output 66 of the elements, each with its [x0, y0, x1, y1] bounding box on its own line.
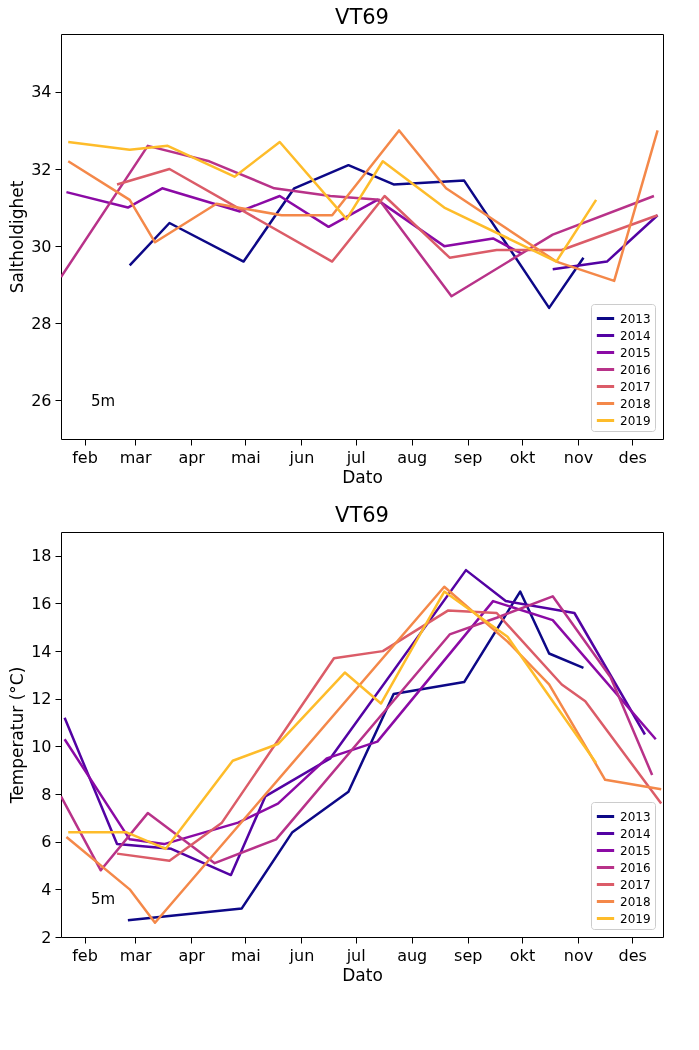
chart-title: VT69: [335, 503, 389, 527]
x-tick-label: mai: [230, 945, 261, 965]
legend-label: 2014: [620, 826, 651, 841]
y-tick-label: 30: [31, 236, 52, 256]
legend-label: 2013: [620, 311, 651, 326]
line-series: [128, 163, 585, 310]
line-series: [126, 590, 585, 922]
x-tick-label: aug: [397, 447, 428, 467]
x-tick-label: jul: [345, 447, 366, 467]
legend-label: 2018: [620, 894, 651, 909]
y-tick-label: 34: [31, 82, 52, 102]
x-tick-label: sep: [454, 945, 483, 965]
y-tick-label: 18: [31, 546, 52, 566]
legend-label: 2016: [620, 362, 651, 377]
y-tick-label: 12: [31, 689, 52, 709]
legend-label: 2018: [620, 396, 651, 411]
y-tick-label: 2: [41, 927, 52, 947]
x-tick-label: mar: [119, 945, 153, 965]
y-tick-label: 14: [31, 641, 52, 661]
y-tick-label: 8: [41, 784, 52, 804]
x-tick-label: jul: [345, 945, 366, 965]
y-axis-title: Temperatur (°C): [7, 666, 28, 805]
legend-label: 2016: [620, 860, 651, 875]
y-tick-label: 16: [31, 593, 52, 613]
x-tick-label: mai: [230, 447, 261, 467]
x-tick-label: jun: [288, 945, 315, 965]
line-series: [66, 129, 659, 283]
legend-label: 2015: [620, 345, 651, 360]
x-tick-label: jun: [288, 447, 315, 467]
line-series: [61, 144, 656, 298]
legend-label: 2015: [620, 843, 651, 858]
line-series: [66, 140, 598, 263]
x-tick-label: aug: [397, 945, 428, 965]
y-axis-title: Saltholdighet: [7, 180, 28, 294]
legend-label: 2017: [620, 877, 651, 892]
y-tick-label: 6: [41, 832, 52, 852]
legend-label: 2013: [620, 809, 651, 824]
annotation: 5m: [91, 392, 116, 410]
x-tick-label: okt: [509, 945, 536, 965]
x-tick-label: nov: [563, 447, 594, 467]
y-tick-label: 10: [31, 736, 52, 756]
x-axis-title: Dato: [342, 466, 383, 487]
legend-label: 2017: [620, 379, 651, 394]
legend-label: 2014: [620, 328, 651, 343]
legend-label: 2019: [620, 413, 651, 428]
x-tick-label: nov: [563, 945, 594, 965]
line-series: [115, 609, 663, 863]
x-axis-title: Dato: [342, 964, 383, 985]
y-tick-label: 4: [41, 879, 52, 899]
y-tick-label: 26: [31, 390, 52, 410]
x-tick-label: okt: [509, 447, 536, 467]
legend-label: 2019: [620, 911, 651, 926]
x-tick-label: feb: [72, 447, 98, 467]
x-tick-label: des: [618, 447, 647, 467]
y-tick-label: 28: [31, 313, 52, 333]
y-tick-label: 32: [31, 159, 52, 179]
x-tick-label: apr: [178, 945, 206, 965]
x-tick-label: feb: [72, 945, 98, 965]
chart-title: VT69: [335, 5, 389, 29]
line-series: [115, 167, 659, 263]
x-tick-label: mar: [119, 447, 153, 467]
annotation: 5m: [91, 890, 116, 908]
x-tick-label: apr: [178, 447, 206, 467]
line-series: [65, 585, 663, 924]
x-tick-label: sep: [454, 447, 483, 467]
x-tick-label: des: [618, 945, 647, 965]
